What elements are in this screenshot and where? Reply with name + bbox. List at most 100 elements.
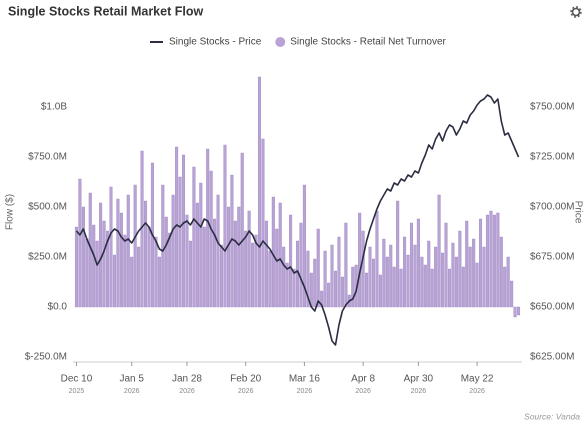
bar <box>116 198 120 308</box>
bar <box>351 266 355 308</box>
bar <box>275 228 279 308</box>
bar <box>361 230 365 308</box>
bar <box>485 214 489 308</box>
bar <box>81 206 85 308</box>
y2-tick-label: $750.00M <box>530 102 574 113</box>
bar <box>423 264 427 308</box>
bar <box>237 206 241 308</box>
bar <box>382 238 386 308</box>
settings-icon[interactable] <box>570 6 582 18</box>
x-tick-year: 2026 <box>469 388 485 395</box>
bar <box>282 246 286 308</box>
bar <box>465 220 469 308</box>
bar <box>517 306 521 316</box>
bar <box>157 256 161 308</box>
bar <box>441 252 445 308</box>
gear-teeth[interactable] <box>570 6 582 18</box>
bar <box>299 222 303 308</box>
x-tick-year: 2026 <box>297 388 313 395</box>
x-tick-year: 2026 <box>355 388 371 395</box>
bar <box>244 230 248 308</box>
bar <box>78 178 82 308</box>
bar <box>216 194 220 308</box>
bar <box>399 268 403 308</box>
bar <box>126 194 130 308</box>
bar <box>74 226 78 308</box>
bar <box>147 226 151 308</box>
bar <box>375 210 379 308</box>
x-tick-label: Feb 20 <box>230 374 262 385</box>
x-tick-year: 2026 <box>124 388 140 395</box>
bar <box>392 266 396 308</box>
bar <box>292 268 296 308</box>
bar <box>220 244 224 308</box>
bar <box>278 202 282 308</box>
bar <box>154 236 158 308</box>
bar <box>178 176 182 308</box>
bar <box>499 236 503 308</box>
bar <box>365 272 369 308</box>
x-tick-label: Jan 28 <box>172 374 202 385</box>
bar <box>313 258 317 308</box>
bar <box>454 256 458 308</box>
price-line <box>75 94 520 346</box>
x-tick-label: Jan 5 <box>119 374 144 385</box>
bar <box>95 240 99 308</box>
y-tick-label: $1.0B <box>41 102 67 113</box>
bar <box>333 270 338 308</box>
bar <box>368 246 372 308</box>
bar <box>106 230 110 308</box>
bar <box>192 166 196 308</box>
bar <box>92 224 96 308</box>
y2-tick-label: $725.00M <box>530 152 574 163</box>
bar <box>447 268 451 308</box>
bar <box>472 238 476 308</box>
bar <box>289 214 293 308</box>
x-tick-year: 2025 <box>69 388 85 395</box>
legend-marker <box>275 37 286 47</box>
bar <box>489 210 493 308</box>
x-tick-label: Mar 16 <box>289 374 321 385</box>
bar <box>171 194 175 308</box>
y2-axis-title: Price <box>572 201 583 224</box>
bar <box>416 218 420 308</box>
y-tick-label: $750.0M <box>28 152 67 163</box>
bar <box>112 254 116 308</box>
source-note: Source: Vanda <box>524 411 580 421</box>
bar <box>199 182 203 308</box>
bar <box>285 262 289 308</box>
y-tick-label: $0.0 <box>48 302 68 313</box>
bar <box>195 202 199 308</box>
bar <box>340 276 344 308</box>
bar <box>475 262 479 308</box>
y2-tick-label: $625.00M <box>530 352 574 363</box>
x-tick-year: 2026 <box>238 388 254 395</box>
bar <box>510 280 514 308</box>
bar <box>358 212 362 308</box>
bar <box>130 256 134 308</box>
legend-label: Single Stocks - Price <box>169 37 262 48</box>
x-tick-label: Apr 30 <box>404 374 434 385</box>
bar <box>513 306 517 318</box>
bar <box>444 222 448 308</box>
bar <box>371 258 375 308</box>
bar <box>327 282 331 308</box>
bar <box>223 144 227 308</box>
x-tick-year: 2026 <box>179 388 195 395</box>
gear[interactable] <box>571 7 581 17</box>
bar <box>268 250 272 308</box>
bar <box>213 218 217 308</box>
bar <box>492 214 496 308</box>
legend-label: Single Stocks - Retail Net Turnover <box>290 37 446 48</box>
bar <box>209 170 213 308</box>
bar <box>337 236 341 308</box>
bar <box>437 194 441 308</box>
bar <box>468 246 472 308</box>
bar <box>202 226 206 308</box>
bar <box>396 200 400 308</box>
bar <box>251 242 255 308</box>
bar <box>406 254 410 308</box>
bar <box>188 240 192 308</box>
y-tick-label: $500.0M <box>28 202 67 213</box>
bar <box>85 238 89 308</box>
